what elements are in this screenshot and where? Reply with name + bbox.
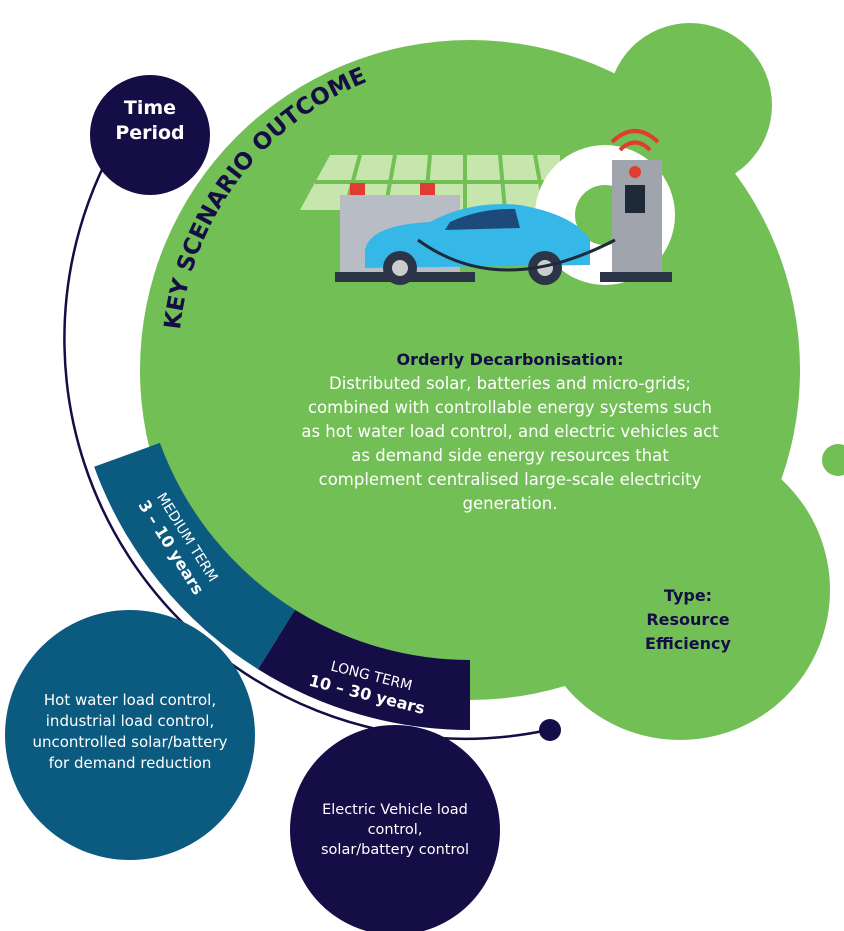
timeline-end <box>539 719 561 741</box>
type-label: Type: <box>628 584 748 608</box>
medium-term-description: Hot water load control, industrial load … <box>30 690 230 774</box>
type-value: Resource Efficiency <box>628 608 748 656</box>
time-period-label: Time Period <box>110 96 190 146</box>
outcome-body: Distributed solar, batteries and micro-g… <box>270 372 750 516</box>
long-term-description: Electric Vehicle load control, solar/bat… <box>320 800 470 860</box>
infographic: KEY SCENARIO OUTCOME MEDIUM TERM 3 – 10 … <box>0 0 844 931</box>
outcome-heading: Orderly Decarbonisation: <box>330 350 690 369</box>
